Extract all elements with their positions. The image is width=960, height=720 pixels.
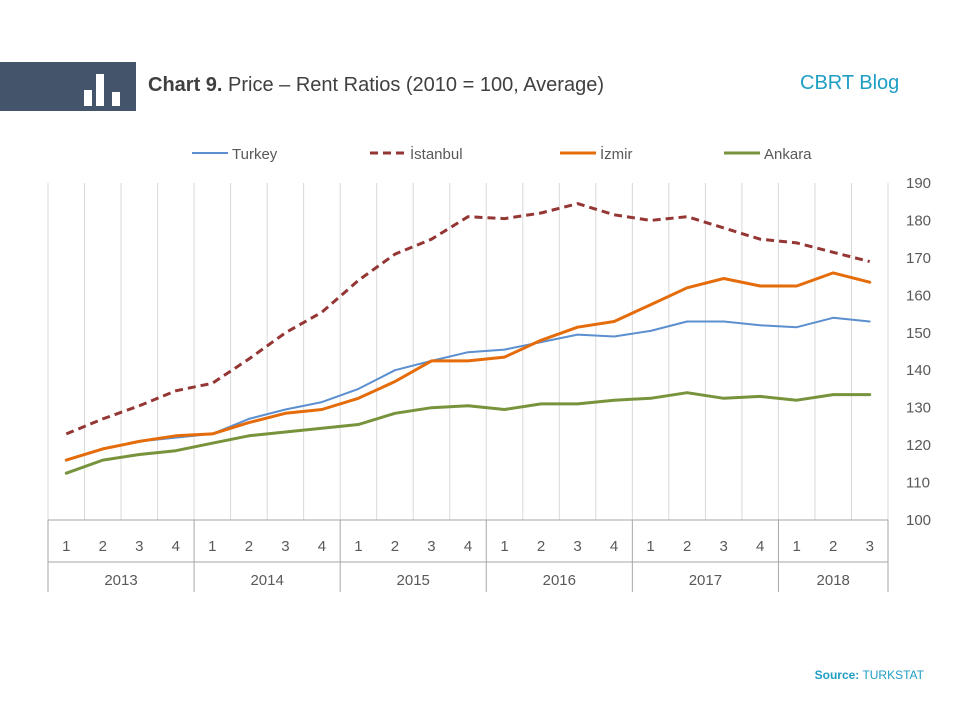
x-tick-label: 2 <box>537 538 545 555</box>
source-note: Source: TURKSTAT <box>815 668 924 682</box>
x-tick-label: 1 <box>500 538 508 555</box>
series-line-izmir <box>64 271 872 462</box>
x-tick-label: 1 <box>646 538 654 555</box>
legend-label-izmir: İzmir <box>600 145 633 163</box>
y-tick-label: 170 <box>906 250 931 267</box>
x-tick-label: 4 <box>318 538 326 555</box>
source-label: Source: <box>814 668 860 682</box>
x-tick-label: 1 <box>62 538 70 555</box>
y-tick-label: 130 <box>906 400 931 417</box>
year-label: 2015 <box>397 572 430 589</box>
icon-bar <box>84 90 92 106</box>
x-tick-label: 3 <box>719 538 727 555</box>
x-tick-label: 4 <box>756 538 764 555</box>
x-tick-label: 2 <box>391 538 399 555</box>
chart-title-text: Price – Rent Ratios (2010 = 100, Average… <box>228 74 604 96</box>
x-tick-label: 3 <box>427 538 435 555</box>
x-tick-label: 2 <box>245 538 253 555</box>
x-tick-label: 4 <box>172 538 180 555</box>
x-tick-label: 3 <box>135 538 143 555</box>
x-tick-label: 3 <box>573 538 581 555</box>
source-value: TURKSTAT <box>862 668 924 682</box>
y-tick-label: 160 <box>906 287 931 304</box>
x-tick-label: 3 <box>281 538 289 555</box>
x-tick-label: 2 <box>683 538 691 555</box>
x-tick-label: 1 <box>793 538 801 555</box>
year-label: 2014 <box>250 572 283 589</box>
x-tick-label: 4 <box>464 538 472 555</box>
y-tick-label: 110 <box>906 475 930 492</box>
icon-bar <box>112 92 120 106</box>
x-tick-label: 1 <box>208 538 216 555</box>
y-tick-label: 120 <box>906 437 931 454</box>
blog-name: CBRT Blog <box>800 72 900 94</box>
x-tick-label: 4 <box>610 538 618 555</box>
year-label: 2017 <box>689 572 722 589</box>
legend-label-istanbul: İstanbul <box>410 145 463 163</box>
year-label: 2016 <box>543 572 576 589</box>
year-label: 2018 <box>817 572 850 589</box>
year-label: 2013 <box>104 572 137 589</box>
y-tick-label: 180 <box>906 212 931 229</box>
legend-label-ankara: Ankara <box>764 146 812 163</box>
series-line-turkey <box>65 316 871 462</box>
x-tick-label: 3 <box>866 538 874 555</box>
header-band <box>0 62 136 111</box>
legend-label-turkey: Turkey <box>232 146 278 163</box>
x-tick-label: 2 <box>829 538 837 555</box>
bar-chart-icon <box>84 74 120 106</box>
chart-number: Chart 9. <box>148 74 223 96</box>
icon-bar <box>96 74 104 106</box>
chart-title: Chart 9. Price – Rent Ratios (2010 = 100… <box>148 74 604 97</box>
x-tick-label: 2 <box>99 538 107 555</box>
x-tick-label: 1 <box>354 538 362 555</box>
series-line-istanbul <box>65 202 871 436</box>
series-line-ankara <box>64 391 872 475</box>
y-tick-label: 150 <box>906 325 931 342</box>
y-tick-label: 190 <box>906 175 931 192</box>
y-tick-label: 100 <box>906 512 931 529</box>
y-tick-label: 140 <box>906 362 931 379</box>
